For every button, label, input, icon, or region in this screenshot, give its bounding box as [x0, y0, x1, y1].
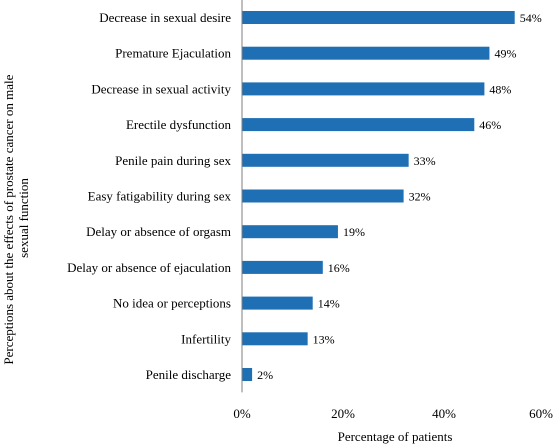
data-label: 32% — [409, 190, 431, 204]
category-label: Infertility — [181, 331, 231, 346]
category-label: No idea or perceptions — [113, 296, 231, 311]
category-label: Erectile dysfunction — [126, 117, 232, 132]
bar — [242, 296, 313, 310]
bar — [242, 46, 490, 60]
data-label: 48% — [489, 82, 511, 96]
bars-group — [242, 11, 515, 381]
data-label: 14% — [318, 297, 340, 311]
x-tick-label: 20% — [331, 406, 355, 421]
data-label: 2% — [257, 368, 273, 382]
bar — [242, 82, 485, 96]
category-label: Easy fatigability during sex — [88, 189, 232, 204]
data-label: 46% — [479, 118, 501, 132]
data-labels: 54% 49% 48% 46% 33% 32% 19% 16% 14% 13% 2% — [257, 11, 542, 382]
bar — [242, 118, 475, 132]
category-label: Penile discharge — [146, 367, 232, 382]
x-tick-label: 40% — [432, 406, 456, 421]
category-label: Delay or absence of orgasm — [86, 224, 231, 239]
data-label: 16% — [328, 261, 350, 275]
x-tick-label: 0% — [233, 406, 251, 421]
bar — [242, 260, 323, 274]
data-label: 33% — [414, 154, 436, 168]
x-tick-labels: 0% 20% 40% 60% — [233, 406, 553, 421]
bar — [242, 11, 515, 24]
data-label: 54% — [520, 11, 542, 25]
category-label: Premature Ejaculation — [115, 46, 231, 61]
bar — [242, 368, 253, 381]
y-axis-title-line-1: Perceptions about the effects of prostat… — [1, 74, 16, 364]
x-tick-label: 60% — [529, 406, 553, 421]
category-label: Decrease in sexual desire — [99, 10, 231, 25]
category-label: Decrease in sexual activity — [91, 81, 231, 96]
bar — [242, 225, 338, 239]
x-axis-title: Percentage of patients — [338, 429, 453, 444]
bar — [242, 189, 404, 203]
y-axis-title: Perceptions about the effects of prostat… — [1, 71, 31, 364]
category-label: Penile pain during sex — [115, 153, 231, 168]
data-label: 19% — [343, 225, 365, 239]
bar — [242, 332, 308, 346]
data-label: 49% — [494, 47, 516, 61]
y-axis-title-line-2: sexual function — [16, 178, 31, 258]
category-label: Delay or absence of ejaculation — [67, 260, 231, 275]
bar — [242, 153, 409, 167]
data-label: 13% — [313, 332, 335, 346]
category-labels: Decrease in sexual desire Premature Ejacu… — [67, 10, 231, 382]
